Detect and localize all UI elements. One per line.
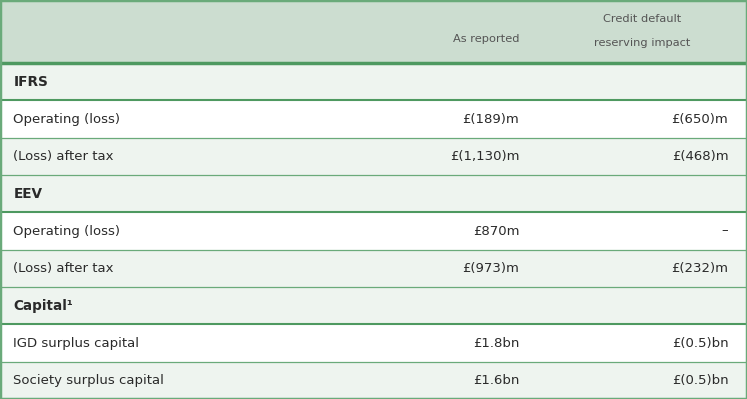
Text: £(468)m: £(468)m bbox=[672, 150, 728, 163]
Text: (Loss) after tax: (Loss) after tax bbox=[13, 262, 114, 275]
Text: £(1,130)m: £(1,130)m bbox=[450, 150, 519, 163]
Text: £870m: £870m bbox=[473, 225, 519, 237]
Text: As reported: As reported bbox=[453, 34, 519, 44]
Bar bbox=[0, 101, 747, 138]
Bar bbox=[0, 63, 747, 101]
Text: IGD surplus capital: IGD surplus capital bbox=[13, 336, 140, 350]
Bar bbox=[0, 250, 747, 287]
Text: £(0.5)bn: £(0.5)bn bbox=[672, 336, 728, 350]
Text: £(0.5)bn: £(0.5)bn bbox=[672, 374, 728, 387]
Text: £(232)m: £(232)m bbox=[672, 262, 728, 275]
Text: £(650)m: £(650)m bbox=[672, 113, 728, 126]
Text: (Loss) after tax: (Loss) after tax bbox=[13, 150, 114, 163]
Text: £1.8bn: £1.8bn bbox=[473, 336, 519, 350]
Bar bbox=[0, 361, 747, 399]
Text: IFRS: IFRS bbox=[13, 75, 49, 89]
Text: Operating (loss): Operating (loss) bbox=[13, 225, 120, 237]
Text: Operating (loss): Operating (loss) bbox=[13, 113, 120, 126]
Bar bbox=[0, 212, 747, 250]
Text: Capital¹: Capital¹ bbox=[13, 299, 73, 313]
Text: £1.6bn: £1.6bn bbox=[473, 374, 519, 387]
Text: EEV: EEV bbox=[13, 187, 43, 201]
Text: Society surplus capital: Society surplus capital bbox=[13, 374, 164, 387]
Text: –: – bbox=[722, 225, 728, 237]
Bar bbox=[0, 324, 747, 361]
Bar bbox=[0, 175, 747, 212]
Text: Credit default: Credit default bbox=[604, 14, 681, 24]
Bar bbox=[0, 287, 747, 324]
Bar bbox=[0, 138, 747, 175]
Text: £(973)m: £(973)m bbox=[462, 262, 519, 275]
Text: reserving impact: reserving impact bbox=[594, 38, 691, 48]
Text: £(189)m: £(189)m bbox=[462, 113, 519, 126]
Bar bbox=[0, 0, 747, 63]
